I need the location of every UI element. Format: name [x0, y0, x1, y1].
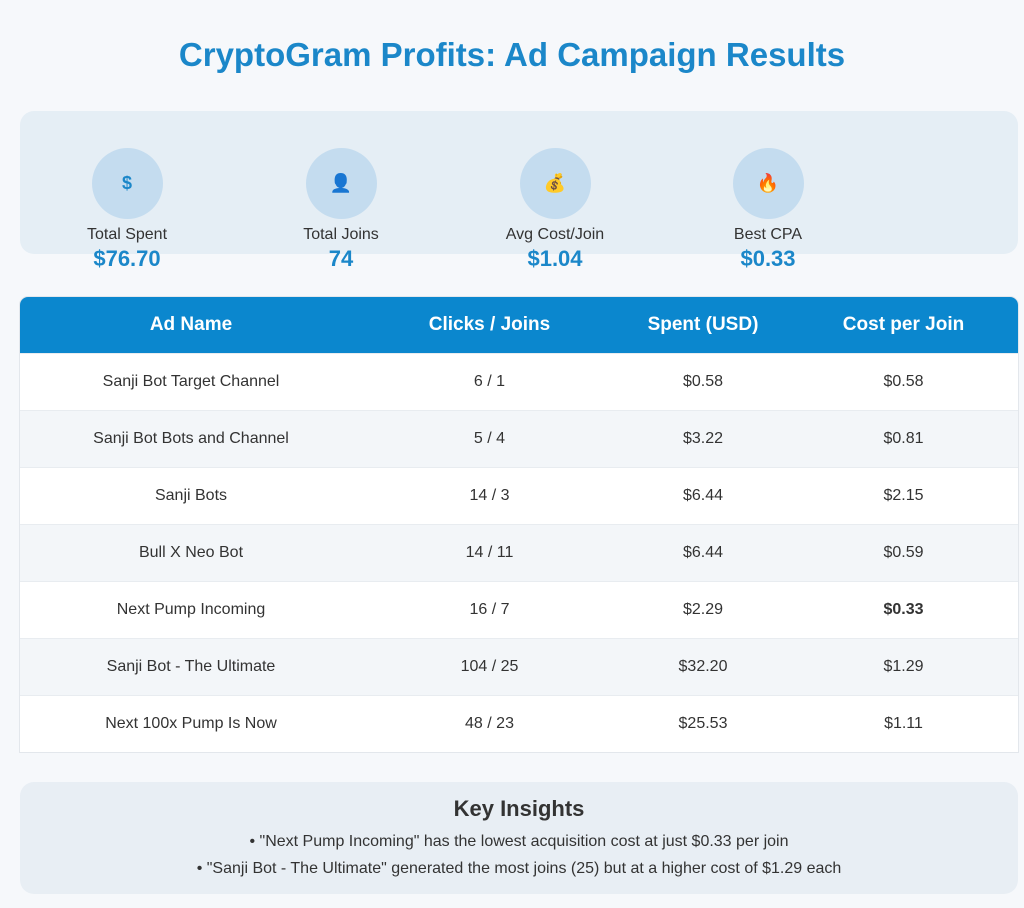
- money-bag-icon: 💰: [519, 148, 591, 219]
- cell-spent: $32.20: [617, 637, 789, 695]
- table-row: Sanji Bot Target Channel 6 / 1 $0.58 $0.…: [20, 352, 1018, 410]
- cell-ad-name: Sanji Bot Bots and Channel: [20, 409, 362, 467]
- fire-icon: 🔥: [732, 148, 804, 219]
- cell-spent: $0.58: [617, 352, 789, 410]
- stat-value: $76.70: [93, 246, 161, 271]
- header-spent: Spent (USD): [647, 313, 759, 335]
- key-insights-panel: Key Insights • "Next Pump Incoming" has …: [20, 782, 1018, 894]
- cell-cost-per-join-best: $0.33: [789, 580, 1018, 638]
- insight-item: • "Sanji Bot - The Ultimate" generated t…: [196, 860, 842, 877]
- cell-clicks-joins: 48 / 23: [362, 694, 617, 752]
- insights-title: Key Insights: [453, 796, 585, 821]
- stat-value: 74: [328, 246, 354, 271]
- cell-cost-per-join: $0.81: [789, 409, 1018, 467]
- table-row: Sanji Bot - The Ultimate 104 / 25 $32.20…: [20, 637, 1018, 695]
- table-row: Next Pump Incoming 16 / 7 $2.29 $0.33: [20, 580, 1018, 638]
- cell-cost-per-join: $1.11: [789, 694, 1018, 752]
- cell-cost-per-join: $0.58: [789, 352, 1018, 410]
- stat-label: Best CPA: [733, 226, 803, 243]
- cell-clicks-joins: 6 / 1: [362, 352, 617, 410]
- cell-spent: $6.44: [617, 523, 789, 581]
- insight-item: • "Next Pump Incoming" has the lowest ac…: [249, 833, 789, 850]
- user-icon: 👤: [305, 148, 377, 219]
- cell-spent: $2.29: [617, 580, 789, 638]
- cell-cost-per-join: $0.59: [789, 523, 1018, 581]
- stat-label: Total Spent: [86, 226, 168, 243]
- cell-spent: $6.44: [617, 466, 789, 524]
- header-ad-name: Ad Name: [149, 313, 233, 335]
- cell-ad-name: Sanji Bot Target Channel: [20, 352, 362, 410]
- stat-avg-cost: 💰 Avg Cost/Join $1.04: [445, 148, 665, 272]
- cell-ad-name: Next Pump Incoming: [20, 580, 362, 638]
- cell-ad-name: Sanji Bots: [20, 466, 362, 524]
- stat-value: $0.33: [740, 246, 796, 271]
- stat-label: Avg Cost/Join: [505, 226, 605, 243]
- table-header-row: Ad Name Clicks / Joins Spent (USD) Cost …: [20, 297, 1018, 353]
- stat-label: Total Joins: [303, 226, 379, 243]
- table-row: Next 100x Pump Is Now 48 / 23 $25.53 $1.…: [20, 694, 1018, 752]
- page-title: CryptoGram Profits: Ad Campaign Results: [178, 36, 846, 73]
- header-cost-per-join: Cost per Join: [842, 313, 965, 335]
- cell-spent: $3.22: [617, 409, 789, 467]
- stat-best-cpa: 🔥 Best CPA $0.33: [658, 148, 878, 272]
- stat-total-spent: $ Total Spent $76.70: [17, 148, 237, 272]
- cell-cost-per-join: $2.15: [789, 466, 1018, 524]
- cell-cost-per-join: $1.29: [789, 637, 1018, 695]
- stat-total-joins: 👤 Total Joins 74: [231, 148, 451, 272]
- cell-spent: $25.53: [617, 694, 789, 752]
- dollar-icon: $: [91, 148, 163, 219]
- table-row: Sanji Bot Bots and Channel 5 / 4 $3.22 $…: [20, 409, 1018, 467]
- cell-clicks-joins: 104 / 25: [362, 637, 617, 695]
- cell-clicks-joins: 5 / 4: [362, 409, 617, 467]
- stat-value: $1.04: [527, 246, 583, 271]
- cell-clicks-joins: 14 / 11: [362, 523, 617, 581]
- header-clicks-joins: Clicks / Joins: [428, 313, 551, 335]
- cell-clicks-joins: 14 / 3: [362, 466, 617, 524]
- campaign-table: Ad Name Clicks / Joins Spent (USD) Cost …: [20, 297, 1018, 752]
- table-row: Bull X Neo Bot 14 / 11 $6.44 $0.59: [20, 523, 1018, 581]
- cell-ad-name: Sanji Bot - The Ultimate: [20, 637, 362, 695]
- cell-clicks-joins: 16 / 7: [362, 580, 617, 638]
- cell-ad-name: Next 100x Pump Is Now: [20, 694, 362, 752]
- table-row: Sanji Bots 14 / 3 $6.44 $2.15: [20, 466, 1018, 524]
- stats-panel: [20, 111, 1018, 254]
- cell-ad-name: Bull X Neo Bot: [20, 523, 362, 581]
